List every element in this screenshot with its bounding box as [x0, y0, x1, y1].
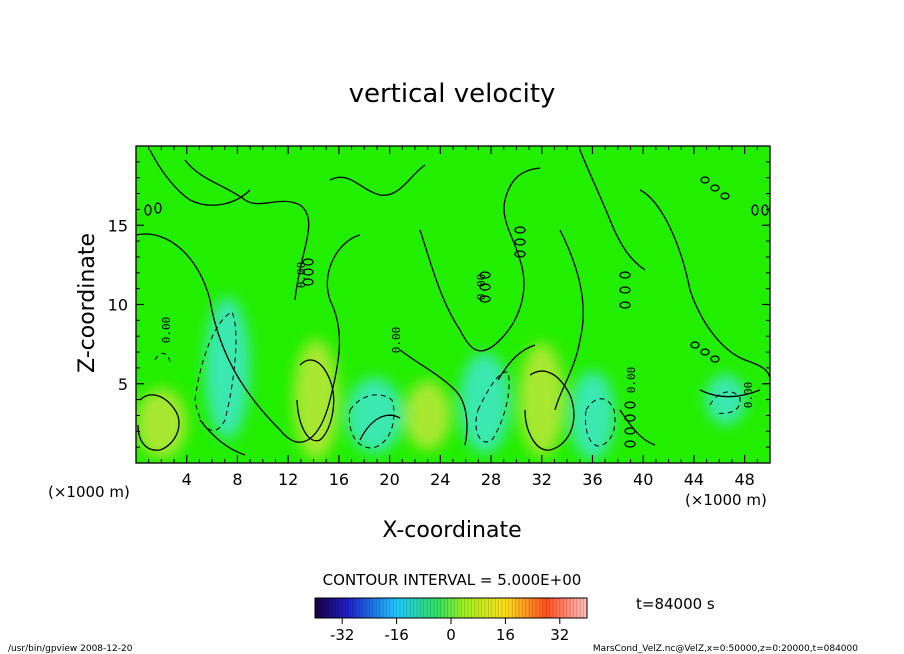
field-feature-negative — [459, 352, 511, 454]
contour-lines: 0.00 0.00 0.00 0.00 0.00 0.00 — [136, 149, 770, 456]
colorbar-ticks: -32 -16 0 16 32 — [330, 618, 569, 644]
field-features — [136, 296, 746, 460]
contour-label: 0.00 — [742, 382, 755, 409]
x-tick-label: 24 — [430, 470, 450, 489]
colorbar-tick-label: 16 — [496, 626, 515, 644]
contour-label: 0.00 — [160, 317, 173, 344]
y-axis: 5 10 15 — [108, 161, 770, 448]
field-feature-negative — [204, 296, 251, 440]
x-unit-left: (×1000 m) — [48, 483, 130, 501]
x-axis-label: X-coordinate — [382, 518, 521, 543]
x-tick-label: 16 — [329, 470, 349, 489]
contour-interval-label: CONTOUR INTERVAL = 5.000E+00 — [323, 571, 582, 589]
x-axis: 4 8 12 16 20 24 28 32 36 40 44 48 — [148, 146, 758, 489]
x-tick-label: 40 — [633, 470, 653, 489]
time-label: t=84000 s — [636, 595, 715, 613]
x-tick-label: 4 — [182, 470, 192, 489]
y-tick-label: 15 — [108, 216, 128, 235]
x-tick-label: 8 — [232, 470, 242, 489]
field-feature-negative — [346, 377, 403, 454]
contour-label: 0.00 — [475, 274, 488, 301]
x-tick-label: 48 — [734, 470, 754, 489]
colorbar-stripes — [318, 598, 584, 618]
negative-contours — [154, 311, 741, 449]
field-feature-positive — [404, 380, 451, 451]
y-tick-label: 10 — [108, 296, 128, 315]
footer-left: /usr/bin/gpview 2008-12-20 — [8, 644, 133, 654]
x-tick-label: 28 — [481, 470, 501, 489]
colorbar-tick-label: -16 — [384, 626, 409, 644]
contour-label: 0.00 — [625, 367, 638, 394]
colorbar: -32 -16 0 16 32 — [314, 597, 588, 644]
x-tick-label: 36 — [582, 470, 602, 489]
field-feature-negative — [569, 371, 616, 460]
colorbar-gradient — [315, 598, 587, 618]
footer-right: MarsCond_VelZ.nc@VelZ,x=0:50000,z=0:2000… — [593, 644, 858, 654]
colorbar-tick-label: 0 — [446, 626, 456, 644]
colorbar-tick-label: -32 — [330, 626, 355, 644]
field-feature-positive — [136, 388, 187, 459]
plot-area: 0.00 0.00 0.00 0.00 0.00 0.00 — [136, 146, 770, 463]
x-tick-label: 32 — [532, 470, 552, 489]
contour-label: 0.00 — [295, 262, 308, 289]
chart-title: vertical velocity — [349, 79, 556, 109]
x-unit-right: (×1000 m) — [685, 491, 767, 509]
colorbar-tick-label: 32 — [550, 626, 569, 644]
field-feature-positive — [518, 342, 565, 457]
x-tick-label: 44 — [684, 470, 704, 489]
field-feature-negative — [705, 374, 746, 425]
y-axis-label: Z-coordinate — [75, 233, 100, 373]
x-tick-label: 12 — [278, 470, 298, 489]
x-tick-label: 20 — [379, 470, 399, 489]
y-tick-label: 5 — [118, 375, 128, 394]
contour-label: 0.00 — [390, 327, 403, 354]
